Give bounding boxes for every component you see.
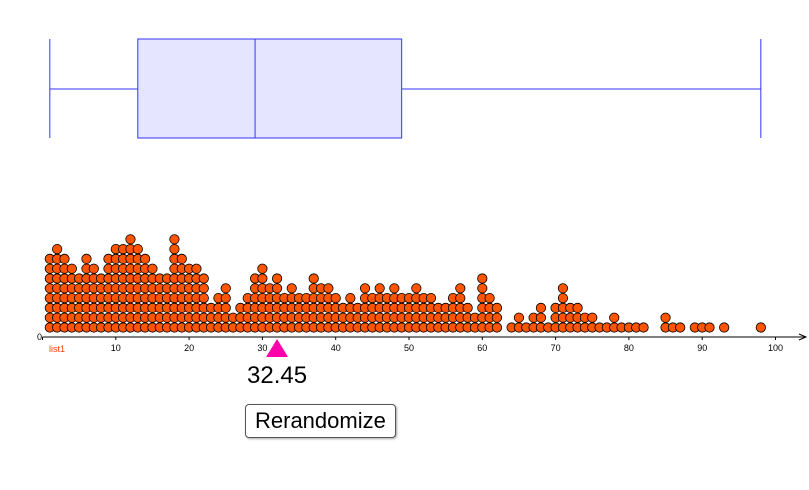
axis-tick-label: 90: [697, 343, 707, 353]
data-dot: [535, 312, 547, 323]
data-dot: [271, 273, 283, 284]
data-dot: [675, 322, 686, 333]
data-dot: [455, 292, 466, 304]
axis-tick-label: 70: [551, 343, 561, 353]
data-dot: [484, 292, 495, 304]
data-dot: [66, 263, 77, 274]
data-dot: [572, 302, 583, 313]
x-axis: 0 10 20 30 40 50 60 70 80 90 100 list1: [37, 332, 808, 354]
data-dot: [323, 283, 334, 294]
data-dot: [513, 312, 525, 323]
data-dot: [425, 292, 437, 304]
data-dot: [198, 283, 209, 294]
data-dot: [140, 253, 151, 264]
slider-triangle-icon[interactable]: [266, 339, 289, 357]
data-dot: [359, 283, 371, 294]
axis-tick-label: 10: [111, 343, 121, 353]
data-dot: [389, 283, 400, 294]
mean-slider[interactable]: [266, 339, 289, 357]
data-dot: [477, 273, 488, 284]
mean-value: 32.45: [247, 362, 308, 389]
data-dot: [374, 283, 385, 294]
data-dot: [491, 312, 503, 323]
data-dot: [220, 292, 231, 304]
data-dot: [308, 273, 319, 284]
data-dot: [257, 263, 268, 274]
data-dot: [198, 292, 209, 304]
data-dot: [286, 283, 297, 294]
data-dot: [755, 322, 766, 333]
data-dot: [147, 263, 158, 274]
rerandomize-button[interactable]: Rerandomize: [245, 404, 396, 438]
data-dot: [125, 234, 136, 245]
data-dot: [198, 273, 209, 284]
box-plot: [49, 38, 762, 139]
axis-tick-label: 20: [184, 343, 194, 353]
axis-tick-label: 50: [404, 343, 414, 353]
data-dot: [609, 312, 620, 323]
data-dot: [176, 253, 187, 264]
dot-plot: [44, 234, 766, 333]
data-dot: [704, 322, 715, 333]
data-dot: [169, 244, 180, 255]
data-dot: [220, 283, 231, 294]
data-dot: [220, 302, 231, 313]
data-dot: [191, 263, 202, 274]
data-dot: [557, 292, 569, 304]
axis-tick-label: 100: [768, 343, 783, 353]
data-dot: [455, 283, 466, 294]
data-dot: [477, 283, 488, 294]
data-dot: [462, 302, 473, 313]
axis-tick-label: 60: [477, 343, 487, 353]
data-dot: [88, 263, 99, 274]
data-dot: [557, 283, 569, 294]
data-dot: [587, 312, 598, 323]
data-dot: [257, 273, 268, 284]
data-dot: [491, 302, 503, 313]
data-dot: [411, 283, 422, 294]
list-label: list1: [49, 344, 65, 354]
data-dot: [660, 312, 671, 323]
data-dot: [330, 292, 341, 304]
data-dot: [638, 322, 649, 333]
axis-arrow-icon: [798, 333, 808, 341]
data-dot: [59, 253, 70, 264]
data-dot: [345, 292, 356, 304]
data-dot: [169, 234, 180, 245]
data-dot: [132, 244, 143, 255]
data-dot: [491, 322, 503, 333]
data-dot: [52, 244, 63, 255]
data-dot: [271, 283, 283, 294]
data-dot: [535, 302, 547, 313]
interquartile-box: [137, 38, 403, 139]
axis-tick-label: 80: [624, 343, 634, 353]
axis-tick-label: 40: [331, 343, 341, 353]
axis-tick-label: 0: [37, 332, 42, 342]
data-dot: [719, 322, 730, 333]
axis-tick-label: 30: [257, 343, 267, 353]
data-dot: [81, 253, 92, 264]
